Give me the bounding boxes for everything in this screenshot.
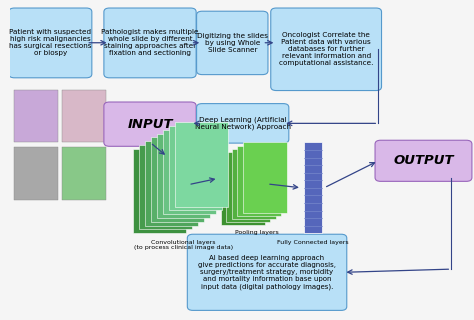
Text: Pathologist makes multiple
whole slide by different
staining approaches after
fi: Pathologist makes multiple whole slide b… bbox=[101, 29, 199, 56]
FancyBboxPatch shape bbox=[163, 130, 216, 214]
FancyBboxPatch shape bbox=[304, 142, 322, 233]
FancyBboxPatch shape bbox=[157, 133, 210, 218]
FancyBboxPatch shape bbox=[375, 140, 472, 181]
FancyBboxPatch shape bbox=[133, 149, 186, 233]
FancyBboxPatch shape bbox=[62, 147, 106, 200]
FancyBboxPatch shape bbox=[62, 90, 106, 142]
Text: Convolutional layers
(to process clinical image data): Convolutional layers (to process clinica… bbox=[134, 240, 233, 251]
FancyBboxPatch shape bbox=[14, 90, 58, 142]
FancyBboxPatch shape bbox=[104, 102, 196, 146]
FancyBboxPatch shape bbox=[14, 147, 58, 200]
FancyBboxPatch shape bbox=[145, 141, 198, 226]
FancyBboxPatch shape bbox=[175, 122, 228, 206]
Text: Deep Learning (Artificial
Neural Network) Approach: Deep Learning (Artificial Neural Network… bbox=[195, 116, 291, 130]
FancyBboxPatch shape bbox=[187, 234, 347, 310]
FancyBboxPatch shape bbox=[271, 8, 382, 91]
Text: Pooling layers: Pooling layers bbox=[235, 230, 279, 235]
Text: Fully Connected layers: Fully Connected layers bbox=[277, 240, 349, 245]
FancyBboxPatch shape bbox=[151, 137, 204, 222]
FancyBboxPatch shape bbox=[232, 149, 276, 219]
Text: Digitizing the slides
by using Whole
Slide Scanner: Digitizing the slides by using Whole Sli… bbox=[197, 33, 268, 53]
Text: Patient with suspected
high risk malignancies
has surgical resections
or biospy: Patient with suspected high risk maligna… bbox=[9, 29, 91, 56]
FancyBboxPatch shape bbox=[237, 146, 282, 216]
Text: OUTPUT: OUTPUT bbox=[393, 154, 454, 167]
FancyBboxPatch shape bbox=[197, 11, 268, 75]
FancyBboxPatch shape bbox=[226, 152, 270, 222]
FancyBboxPatch shape bbox=[104, 8, 196, 78]
FancyBboxPatch shape bbox=[221, 155, 264, 225]
FancyBboxPatch shape bbox=[169, 126, 222, 210]
Text: AI based deep learning approach
give predictions for accurate diagnosis,
surgery: AI based deep learning approach give pre… bbox=[198, 255, 336, 290]
FancyBboxPatch shape bbox=[243, 142, 287, 212]
FancyBboxPatch shape bbox=[197, 104, 289, 143]
Text: INPUT: INPUT bbox=[127, 118, 173, 131]
FancyBboxPatch shape bbox=[9, 8, 92, 78]
FancyBboxPatch shape bbox=[139, 145, 192, 229]
Text: Oncologist Correlate the
Patient data with various
databases for further
relevan: Oncologist Correlate the Patient data wi… bbox=[279, 32, 374, 66]
